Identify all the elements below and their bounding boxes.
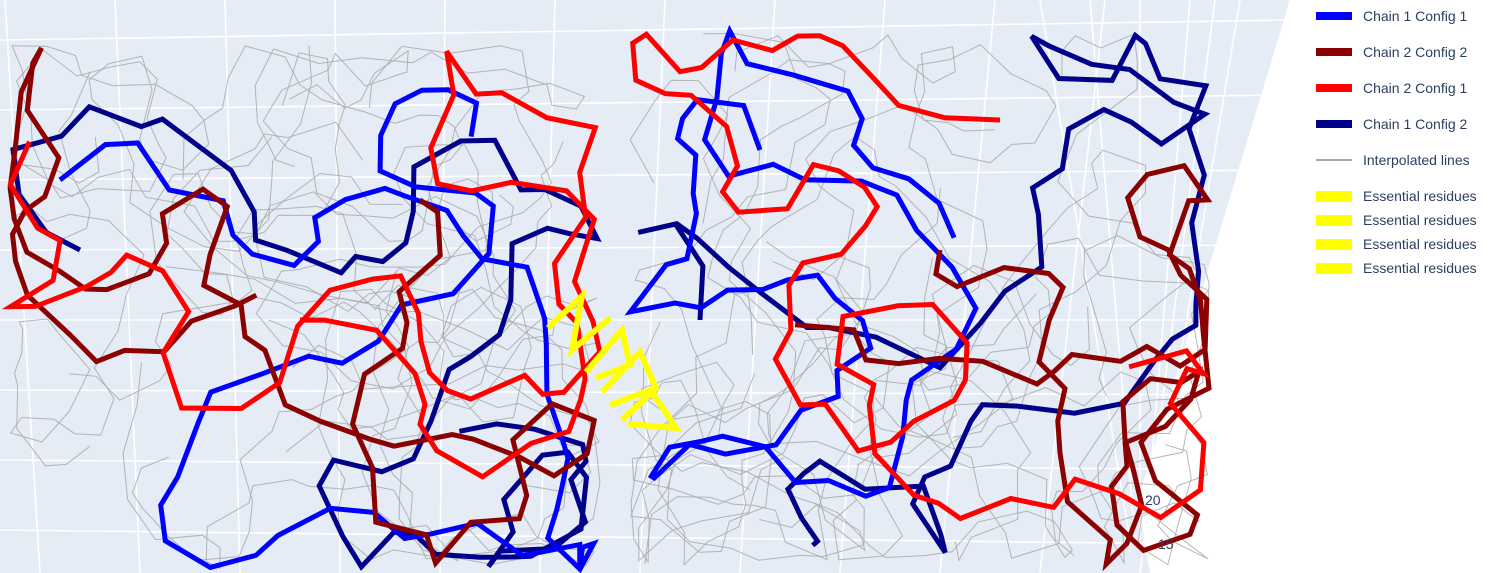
legend-label: Chain 1 Config 1 <box>1363 8 1468 24</box>
legend-item[interactable]: Interpolated lines <box>1316 150 1470 170</box>
legend-item[interactable]: Chain 1 Config 1 <box>1316 6 1467 26</box>
legend-swatch <box>1316 190 1352 202</box>
gridline <box>1144 0 1191 541</box>
legend-swatch <box>1316 159 1352 161</box>
legend-swatch <box>1316 238 1352 250</box>
gridline <box>224 0 241 573</box>
interpolated-line <box>630 286 890 564</box>
z-tick-label: 15 <box>1158 536 1174 552</box>
gridline <box>539 0 556 573</box>
gridline <box>114 0 141 573</box>
interpolated-line <box>183 48 586 304</box>
legend-swatch <box>1316 84 1352 92</box>
legend-item[interactable]: Essential residues <box>1316 210 1477 230</box>
legend-label: Essential residues <box>1363 188 1477 204</box>
legend-swatch <box>1316 12 1352 20</box>
essential-residues-trace <box>545 287 612 358</box>
legend-item[interactable]: Essential residues <box>1316 234 1477 254</box>
legend-swatch <box>1316 214 1352 226</box>
legend-label: Chain 2 Config 2 <box>1363 44 1468 60</box>
legend-swatch <box>1316 48 1352 56</box>
chain2-config1-trace <box>1 49 603 480</box>
z-tick-label: 20 <box>1145 492 1161 508</box>
essential-residues-trace <box>583 323 634 381</box>
essential-residues-trace <box>619 387 682 432</box>
interpolated-line <box>707 35 1152 556</box>
chain1-config2-trace <box>637 31 1211 554</box>
gridline <box>439 0 446 573</box>
interpolated-line <box>1057 33 1209 560</box>
legend-item[interactable]: Essential residues <box>1316 258 1477 278</box>
gridline <box>0 529 1291 546</box>
legend-item[interactable]: Chain 2 Config 1 <box>1316 78 1467 98</box>
legend-label: Chain 2 Config 1 <box>1363 80 1468 96</box>
interpolated-line <box>122 284 600 570</box>
traces-layer <box>1 24 1213 573</box>
legend-label: Essential residues <box>1363 212 1477 228</box>
legend-swatch <box>1316 262 1352 274</box>
gridline <box>939 0 996 573</box>
interpolated-line <box>255 45 564 390</box>
interpolated-line <box>182 45 463 242</box>
legend-item[interactable]: Essential residues <box>1316 186 1477 206</box>
legend-item[interactable]: Chain 1 Config 2 <box>1316 114 1467 134</box>
gridline <box>1039 0 1106 573</box>
gridline <box>0 459 1291 471</box>
legend-swatch <box>1316 120 1352 128</box>
gridline <box>0 94 1291 111</box>
legend-label: Essential residues <box>1363 236 1477 252</box>
chain2-config2-trace <box>794 162 1213 572</box>
interpolated-line <box>69 205 591 401</box>
gridline <box>1039 0 1131 541</box>
gridline <box>0 169 1291 181</box>
essential-residues-trace <box>599 346 661 408</box>
interpolated-line <box>644 256 1014 564</box>
interpolated-line <box>131 144 598 561</box>
gridline <box>0 19 1291 41</box>
interpolated-line <box>250 286 598 430</box>
interpolated-line <box>252 172 601 565</box>
gridline <box>739 0 776 573</box>
chain1-config2-trace <box>10 103 602 571</box>
chain1-config1-trace <box>624 24 979 499</box>
chain1-config1-trace <box>58 87 599 573</box>
legend-label: Interpolated lines <box>1363 152 1470 168</box>
chain2-config1-trace <box>630 31 1210 522</box>
interpolated-line <box>630 32 831 553</box>
legend-label: Chain 1 Config 2 <box>1363 116 1468 132</box>
interpolated-line <box>631 135 1002 505</box>
interpolated-line <box>13 49 346 243</box>
legend-item[interactable]: Chain 2 Config 2 <box>1316 42 1467 62</box>
legend-label: Essential residues <box>1363 260 1477 276</box>
interpolated-line <box>931 149 1147 450</box>
interpolated-line <box>805 44 1057 562</box>
gridline <box>1154 0 1291 541</box>
